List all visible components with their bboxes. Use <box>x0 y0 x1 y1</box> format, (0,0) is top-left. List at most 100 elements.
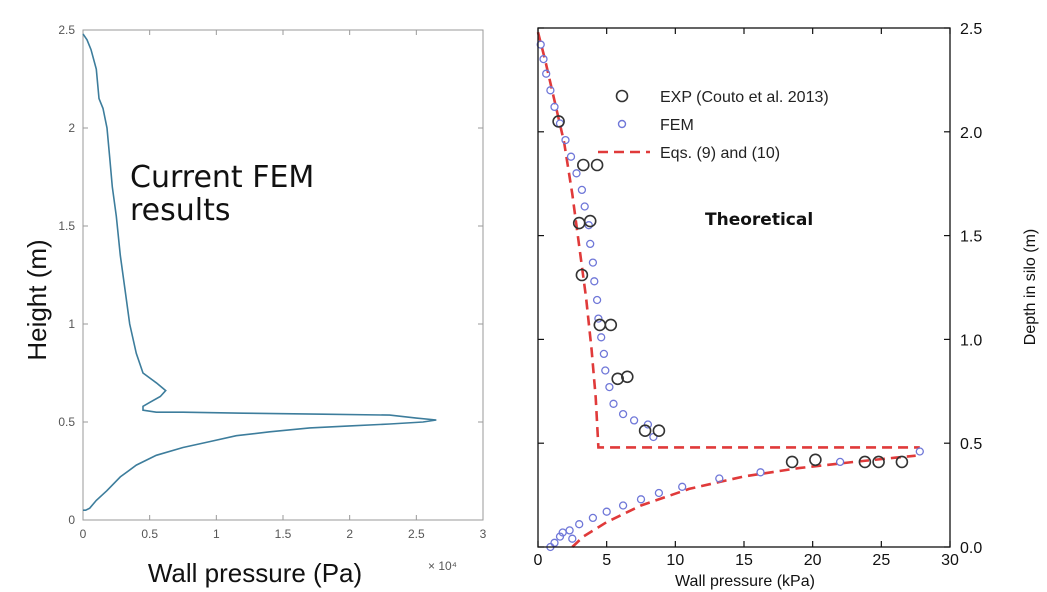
right-x-tick-label: 10 <box>666 552 684 569</box>
fem-point <box>572 169 581 178</box>
left-y-tick-label: 1.5 <box>58 219 75 233</box>
fem-point <box>592 295 602 305</box>
right-x-axis-label: Wall pressure (kPa) <box>675 573 815 590</box>
fem-point <box>584 221 593 230</box>
left-y-tick-label: 2.5 <box>58 23 75 37</box>
fem-point <box>542 69 551 78</box>
left-x-tick-label: 0.5 <box>141 527 158 541</box>
fem-point <box>577 185 587 195</box>
exp-point <box>590 158 604 172</box>
fem-point <box>609 399 618 408</box>
left-annotation-line-1: Current FEM <box>130 160 314 195</box>
exp-point <box>872 455 885 469</box>
fem-point <box>618 409 628 419</box>
fem-point <box>678 482 687 491</box>
right-x-tick-label: 30 <box>941 552 959 569</box>
right-y-tick-label: 1.0 <box>960 332 982 349</box>
fem-point <box>835 457 845 467</box>
left-x-tick-label: 3 <box>480 527 487 541</box>
fem-point <box>601 366 610 375</box>
fem-point <box>636 495 646 504</box>
legend-exp-label: EXP (Couto et al. 2013) <box>660 89 829 106</box>
exp-point <box>858 455 872 469</box>
right-y-tick-label: 1.5 <box>960 229 982 246</box>
legend-fem-marker <box>617 119 627 129</box>
fem-point <box>580 202 589 211</box>
fem-point <box>629 416 639 425</box>
exp-point <box>620 370 634 384</box>
right-y-axis-label: Depth in silo (m) <box>1022 229 1039 345</box>
theoretical-dashed-line <box>571 454 916 548</box>
right-x-tick-label: 5 <box>602 552 611 569</box>
left-chart: 0 0.5 1 1.5 2 2.5 3 0 0.5 1 1.5 2 2.5 Current FEM re… <box>22 23 487 588</box>
right-y-tick-label: 2.0 <box>960 125 982 142</box>
exp-point <box>638 424 652 438</box>
fem-point <box>715 474 724 483</box>
right-annotation: Theoretical <box>705 210 813 230</box>
left-x-tick-label: 2.5 <box>408 527 425 541</box>
exp-point <box>575 268 589 282</box>
left-y-tick-label: 0.5 <box>58 415 75 429</box>
legend: EXP (Couto et al. 2013) FEM Eqs. (9) and… <box>598 89 829 162</box>
fem-point <box>561 135 570 145</box>
left-x-tick-label: 1 <box>213 527 220 541</box>
exp-point <box>604 318 618 332</box>
fem-point <box>536 40 545 49</box>
left-y-axis-label: Height (m) <box>22 239 52 360</box>
legend-fem-label: FEM <box>660 117 694 134</box>
left-axis-ticks: 0 0.5 1 1.5 2 2.5 3 0 0.5 1 1.5 2 2.5 <box>58 23 486 541</box>
fem-point <box>550 102 559 112</box>
exp-point <box>652 424 666 438</box>
fem-point <box>654 488 664 498</box>
left-x-axis-label: Wall pressure (Pa) <box>148 558 362 588</box>
exp-point <box>583 214 597 228</box>
left-y-tick-label: 1 <box>68 317 75 331</box>
legend-exp-marker <box>615 89 629 103</box>
right-x-tick-label: 15 <box>735 552 753 569</box>
right-x-tick-label: 0 <box>534 552 543 569</box>
right-y-tick-label: 0.5 <box>960 436 982 453</box>
fem-point <box>568 534 577 543</box>
fem-point <box>590 277 599 286</box>
right-chart: 0 5 10 15 20 25 300.0 0.5 1.0 1.5 2.0 2.5 EXP (Cout… <box>534 21 1039 590</box>
exp-point <box>593 318 607 332</box>
fem-point <box>539 54 548 64</box>
left-annotation-line-2: results <box>130 193 231 228</box>
fem-point <box>605 382 614 392</box>
fem-point <box>550 538 559 547</box>
exp-point <box>785 455 799 469</box>
fem-point <box>566 152 576 161</box>
right-y-tick-label: 2.5 <box>960 21 982 38</box>
fem-point <box>618 501 628 510</box>
fem-point <box>558 528 567 537</box>
fem-point <box>594 314 603 323</box>
right-y-tick-label: 0.0 <box>960 540 982 557</box>
fem-point <box>597 333 606 342</box>
fem-point <box>586 239 595 249</box>
left-x-tick-label: 0 <box>80 527 87 541</box>
exp-point <box>552 115 565 128</box>
fem-point <box>565 526 574 535</box>
fem-point <box>588 513 598 523</box>
left-x-tick-label: 2 <box>346 527 353 541</box>
fem-point <box>588 258 598 267</box>
left-x-tick-label: 1.5 <box>275 527 292 541</box>
fem-point <box>555 532 565 541</box>
fem-point <box>756 468 765 477</box>
left-plot-frame <box>82 29 484 521</box>
exp-point <box>809 453 822 467</box>
fem-point <box>602 507 611 516</box>
exp-point <box>895 455 909 469</box>
left-x-exponent-label: × 10⁴ <box>428 559 457 573</box>
left-y-tick-label: 2 <box>68 121 75 135</box>
right-x-tick-label: 25 <box>872 552 890 569</box>
legend-eq-label: Eqs. (9) and (10) <box>660 145 780 162</box>
exp-point <box>576 158 590 172</box>
exp-point <box>611 372 625 386</box>
pressure-curve <box>82 33 437 511</box>
fem-point <box>546 86 555 95</box>
left-y-tick-label: 0 <box>68 513 75 527</box>
right-plot-frame <box>537 27 951 548</box>
fem-point <box>599 349 609 359</box>
